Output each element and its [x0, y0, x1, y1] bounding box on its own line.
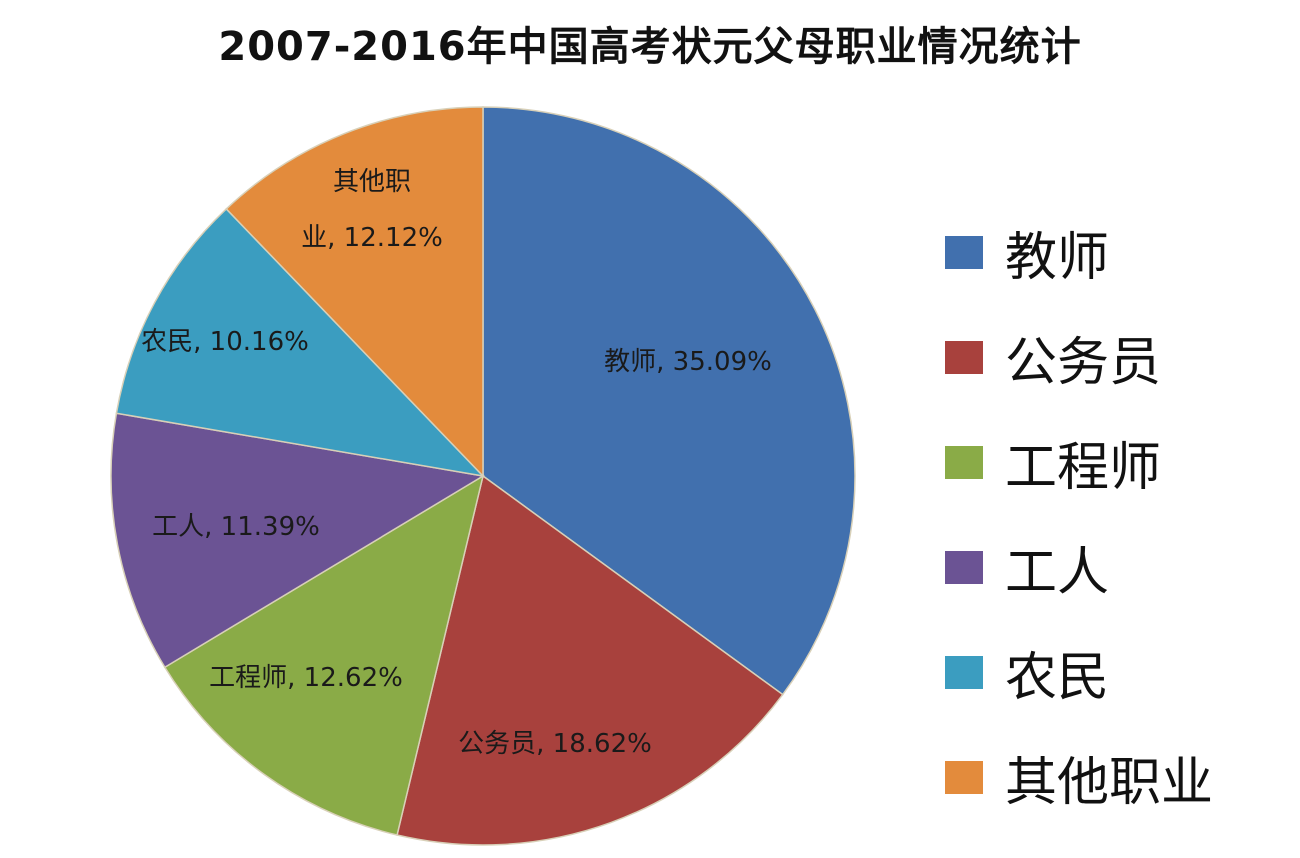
pie-slice-5	[225, 106, 484, 478]
legend-item-worker: 工人	[945, 515, 1213, 620]
legend-item-other: 其他职业	[945, 725, 1213, 830]
legend-swatch	[945, 656, 983, 689]
legend-item-engineer: 工程师	[945, 410, 1213, 515]
legend-swatch	[945, 236, 983, 269]
chart-title: 2007-2016年中国高考状元父母职业情况统计	[218, 24, 1082, 70]
pie-slice-0	[482, 106, 856, 696]
legend-item-civil-servant: 公务员	[945, 305, 1213, 410]
slice-data-label: 业, 12.12%	[301, 223, 443, 253]
pie-slice-3	[110, 412, 486, 669]
pie-slice-1	[396, 474, 784, 846]
slice-data-label: 公务员, 18.62%	[458, 729, 652, 759]
legend-swatch	[945, 551, 983, 584]
legend-label: 教师	[1005, 228, 1110, 288]
slice-data-label: 农民, 10.16%	[141, 327, 309, 357]
legend-item-teacher: 教师	[945, 200, 1213, 305]
pie-slice-4	[115, 207, 486, 478]
legend-label: 工程师	[1005, 438, 1162, 498]
legend-swatch	[945, 761, 983, 794]
legend: 教师 公务员 工程师 工人 农民 其他职业	[945, 200, 1213, 830]
slice-data-label: 工程师, 12.62%	[209, 663, 403, 693]
slice-data-label: 其他职	[333, 167, 411, 197]
legend-swatch	[945, 446, 983, 479]
legend-label: 农民	[1005, 648, 1110, 708]
pie-slice-2	[163, 474, 485, 836]
legend-item-farmer: 农民	[945, 620, 1213, 725]
slice-data-label: 教师, 35.09%	[604, 347, 772, 377]
legend-label: 公务员	[1005, 333, 1162, 393]
legend-label: 其他职业	[1005, 753, 1214, 813]
legend-swatch	[945, 341, 983, 374]
legend-label: 工人	[1005, 543, 1110, 603]
slice-data-label: 工人, 11.39%	[152, 512, 320, 542]
